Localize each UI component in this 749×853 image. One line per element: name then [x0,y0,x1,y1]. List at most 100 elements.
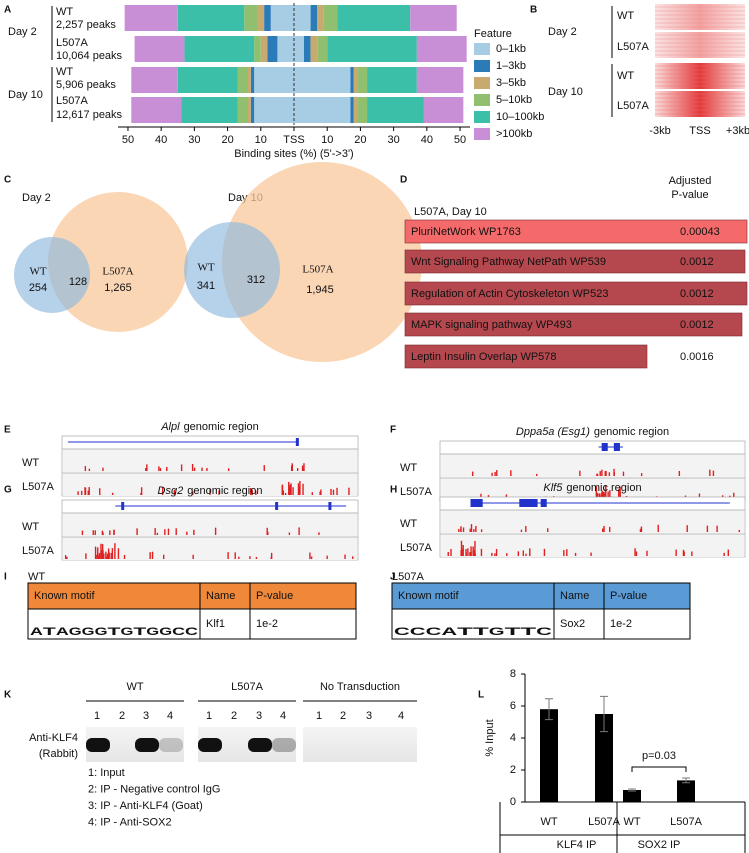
column-header: P-value [256,590,293,602]
signal-peak [175,528,177,535]
bar-segment [303,36,311,62]
motif-p-value: 1e-2 [256,618,278,630]
enrichment-bar [404,249,746,274]
bar-segment [134,36,185,62]
bar-segment [124,5,178,31]
signal-peak [87,490,89,495]
signal-peak [590,552,592,556]
signal-peak [522,550,525,556]
peak-count: 5,906 peaks [56,79,116,91]
signal-peak [290,483,292,495]
bar-segment [353,67,358,93]
signal-peak [723,552,725,556]
track-title: Dppa5a (Esg1) genomic region [516,426,669,438]
bar-segment [184,36,255,62]
table-row [27,608,357,640]
panel-letter: L [478,690,484,701]
legend-swatch [474,111,490,123]
signal-peak [691,551,693,556]
signal-peak [92,530,94,535]
y-tick-label: 8 [510,668,516,680]
signal-peak [227,552,229,559]
signal-peak [113,529,115,535]
signal-peak [506,553,508,556]
signal-peak [146,464,148,471]
x-tick-label: 40 [421,134,433,146]
signal-peak [470,524,473,532]
signal-peak [601,491,604,500]
signal-peak [461,548,463,556]
signal-peak [193,467,196,471]
signal-peak [465,552,467,556]
track-label: WT [400,462,417,474]
pathway-term: MAPK signaling pathway WP493 [411,319,572,331]
x-tick-label: TSS [283,134,304,146]
signal-peak [566,549,568,556]
signal-peak [94,530,96,535]
motif-group-label: WT [28,571,45,583]
pathway-term: PluriNetWork WP1763 [411,226,521,238]
error-bar [682,777,690,784]
y-axis-label: % Input [484,719,496,756]
column-header: P-value [610,590,647,602]
legend-swatch [474,94,490,106]
signal-peak [98,554,100,559]
signal-peak [311,492,313,495]
signal-peak [191,463,194,471]
signal-peak [263,465,265,471]
signal-peak [596,473,598,476]
enrichment-bar [404,312,743,337]
signal-peak [618,489,620,500]
signal-peak [547,528,549,532]
motif-group-label: L507A [392,571,424,583]
legend-swatch [474,60,490,72]
row-label: L507A [617,41,649,53]
group-label: Day 2 [8,26,37,38]
signal-peak [657,524,659,532]
signal-peak [136,528,138,535]
signal-peak [475,525,477,532]
signal-peak [683,551,685,556]
track-title: Klf5 genomic region [543,482,641,494]
venn-label: WT [29,266,46,278]
row-label: WT [617,10,634,22]
panel-letter: D [400,175,407,186]
exon [328,502,332,510]
legend-title: Feature [474,28,512,40]
group-label: SOX2 IP [638,839,681,851]
signal-peak [602,491,605,500]
signal-peak [123,554,126,559]
signal-peak [601,492,603,500]
signal-peak [158,466,160,471]
signal-peak [450,549,452,556]
legend-label: 0–1kb [496,43,526,55]
signal-peak [635,551,638,556]
motif-p-value: 1e-2 [610,618,632,630]
signal-peak [167,528,170,535]
signal-peak [101,550,103,559]
gene-name: Dsg2 [158,485,184,497]
bar-segment [367,67,417,93]
x-tick-label: 50 [122,134,134,146]
bar-segment [327,36,417,62]
gene-name: Alpl [160,421,180,433]
title-suffix: genomic region [187,485,262,497]
bar-segment [317,5,324,31]
signal-peak [193,529,195,535]
gene-name: Klf5 [543,482,563,494]
logo-letter: C [394,626,410,638]
signal-peak [234,552,236,559]
logo-letter: G [489,626,505,638]
signal-peak [94,546,97,559]
signal-peak [607,491,609,500]
signal-track [441,534,744,557]
logo-letter: G [69,626,82,638]
bar-segment [423,97,464,123]
bar-segment [310,5,318,31]
track-label: L507A [400,542,432,554]
error-bar [628,788,636,792]
signal-peak [613,468,615,476]
logo-letter: T [505,626,521,638]
venn-circle [48,192,188,332]
signal-peak [227,468,230,471]
